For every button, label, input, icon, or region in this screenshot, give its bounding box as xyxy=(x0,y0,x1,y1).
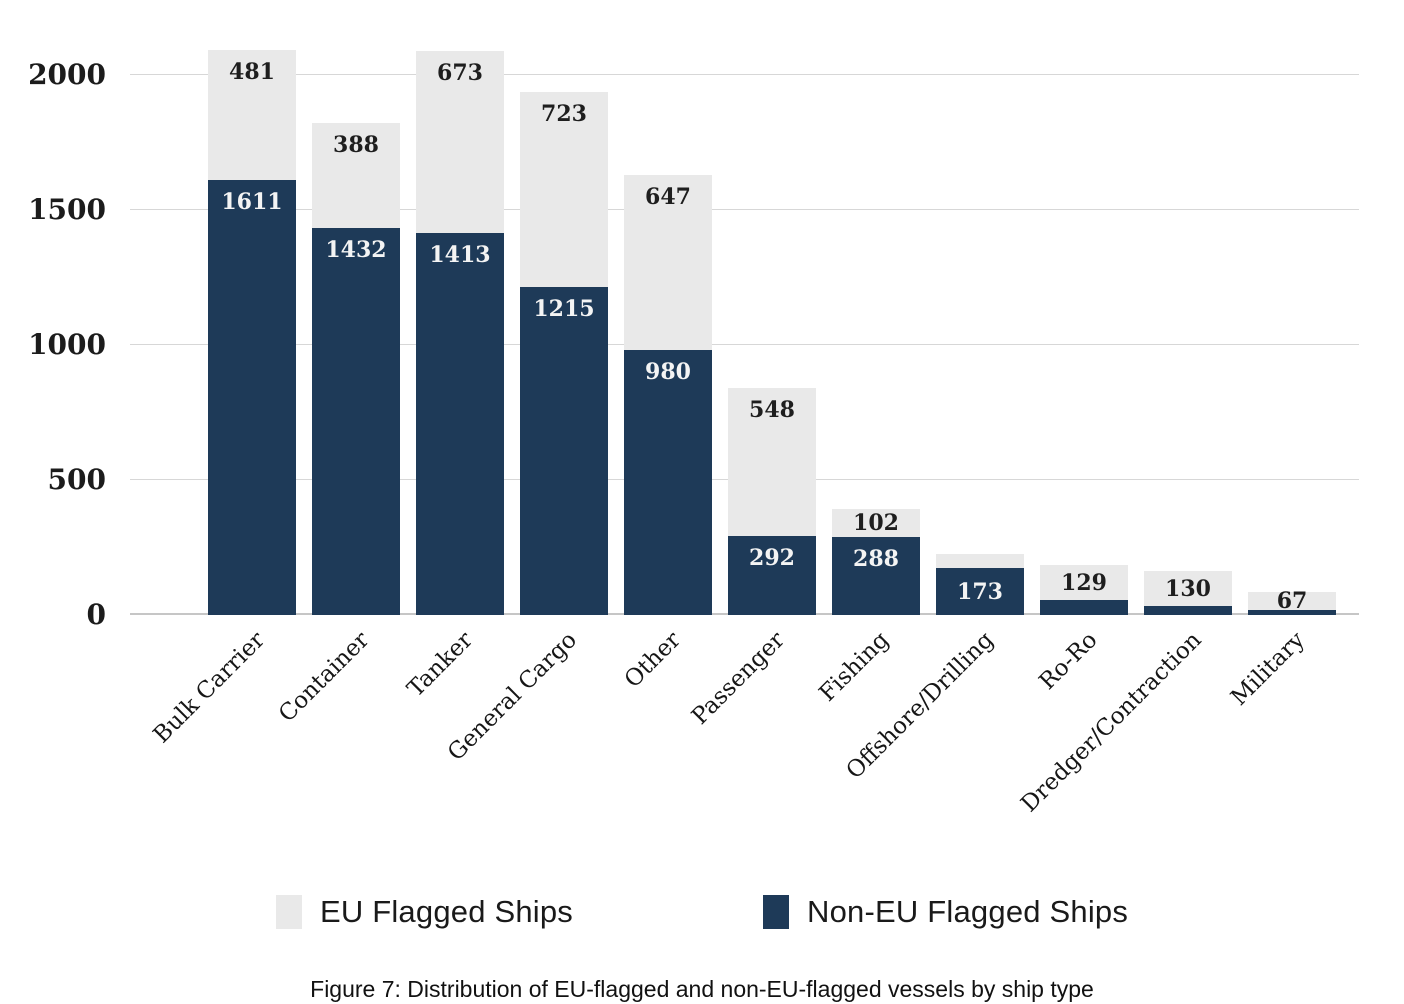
bar-segment-eu: 481 xyxy=(208,50,296,180)
x-axis-label-passenger: Passenger xyxy=(687,627,791,730)
legend-item-eu: EU Flagged Ships xyxy=(275,894,573,930)
bar-column-offshore-drilling: 173 xyxy=(936,554,1024,615)
y-tick-label: 0 xyxy=(86,598,106,631)
bar-value-label: 1413 xyxy=(429,242,491,268)
bar-value-label: 1215 xyxy=(533,296,595,322)
bar-segment-eu: 130 xyxy=(1144,571,1232,606)
legend-label-non-eu: Non-EU Flagged Ships xyxy=(807,894,1129,929)
bar-segment-non-eu xyxy=(1144,606,1232,615)
bar-value-label: 673 xyxy=(437,60,483,86)
bar-segment-eu: 673 xyxy=(416,51,504,233)
bar-value-label: 129 xyxy=(1061,569,1107,596)
bar-segment-eu: 129 xyxy=(1040,565,1128,600)
bar-segment-non-eu xyxy=(1040,600,1128,615)
bar-segment-eu: 67 xyxy=(1248,588,1336,614)
bar-value-label: 388 xyxy=(333,132,379,158)
bar-value-label: 1611 xyxy=(221,189,283,215)
bar-value-label: 548 xyxy=(749,397,795,423)
bar-segment-non-eu: 1611 xyxy=(208,180,296,615)
bar-column-tanker: 673 1413 xyxy=(416,51,504,615)
x-axis-label-bulk-carrier: Bulk Carrier xyxy=(149,627,271,749)
bar-segment-non-eu: 1432 xyxy=(312,228,400,615)
x-axis-label-tanker: Tanker xyxy=(402,627,479,703)
bar-value-label: 130 xyxy=(1165,575,1211,602)
bar-segment-non-eu: 980 xyxy=(624,350,712,615)
stacked-bar-chart: 0 500 1000 1500 2000 481 1611 388 1432 673 1413 72… xyxy=(0,40,1404,868)
bar-column-ro-ro: 129 xyxy=(1040,565,1128,615)
bar-segment-non-eu: 173 xyxy=(936,568,1024,615)
bar-column-fishing: 102 288 xyxy=(832,509,920,615)
figure-7: 0 500 1000 1500 2000 481 1611 388 1432 673 1413 72… xyxy=(0,40,1404,1004)
x-axis-label-fishing: Fishing xyxy=(814,627,895,707)
x-axis-label-container: Container xyxy=(273,627,375,728)
bar-segment-eu: 548 xyxy=(728,388,816,536)
bar-column-general-cargo: 723 1215 xyxy=(520,92,608,615)
bar-column-dredger-contraction: 130 xyxy=(1144,571,1232,615)
x-axis-label-ro-ro: Ro-Ro xyxy=(1034,627,1103,695)
gridline xyxy=(130,209,1359,210)
bar-segment-non-eu: 1413 xyxy=(416,233,504,615)
legend-label-eu: EU Flagged Ships xyxy=(319,894,573,929)
bar-segment-eu: 388 xyxy=(312,123,400,228)
bar-segment-non-eu: 292 xyxy=(728,536,816,615)
x-axis-labels: Bulk Carrier Container Tanker General Cargo… xyxy=(130,615,1359,818)
bar-value-label: 1432 xyxy=(325,237,387,263)
bar-segment-non-eu: 1215 xyxy=(520,287,608,615)
bar-segment-eu: 102 xyxy=(832,509,920,537)
bar-value-label: 481 xyxy=(229,59,275,85)
bar-column-passenger: 548 292 xyxy=(728,388,816,615)
bars: 481 1611 388 1432 673 1413 723 1215 647 980 548 292… xyxy=(208,50,1336,615)
figure-caption: Figure 7: Distribution of EU-flagged and… xyxy=(310,976,1094,1002)
bar-value-label: 647 xyxy=(645,184,691,210)
bar-value-label: 288 xyxy=(853,546,899,572)
bar-segment-non-eu xyxy=(1248,610,1336,615)
y-tick-label: 1000 xyxy=(28,328,106,361)
legend-item-non-eu: Non-EU Flagged Ships xyxy=(763,894,1128,930)
bar-segment-non-eu: 288 xyxy=(832,537,920,615)
bar-value-label: 723 xyxy=(541,101,587,127)
bar-column-container: 388 1432 xyxy=(312,123,400,615)
y-tick-label: 1500 xyxy=(28,193,106,226)
bar-value-label: 67 xyxy=(1276,588,1308,614)
bar-value-label: 980 xyxy=(645,359,691,385)
bar-column-military: 67 xyxy=(1248,588,1336,615)
bar-value-label: 102 xyxy=(853,510,899,536)
bar-segment-eu: 647 xyxy=(624,175,712,350)
bar-segment-eu: 723 xyxy=(520,92,608,287)
x-axis-label-other: Other xyxy=(620,627,687,694)
bar-value-label: 173 xyxy=(957,578,1003,605)
y-tick-label: 2000 xyxy=(28,58,106,91)
legend-swatch-non-eu-icon xyxy=(763,895,789,929)
x-axis-label-military: Military xyxy=(1226,627,1311,711)
y-tick-label: 500 xyxy=(47,463,106,496)
bar-segment-eu xyxy=(936,554,1024,568)
legend-swatch-eu-icon xyxy=(275,895,302,929)
bar-value-label: 292 xyxy=(749,545,795,571)
bar-column-other: 647 980 xyxy=(624,175,712,615)
plot-area: 0 500 1000 1500 2000 481 1611 388 1432 673 1413 72… xyxy=(28,40,1359,817)
gridline xyxy=(130,74,1359,75)
x-axis-label-dredger-contraction: Dredger/Contraction xyxy=(1016,627,1207,818)
gridline xyxy=(130,344,1359,345)
bar-column-bulk-carrier: 481 1611 xyxy=(208,50,296,615)
legend: EU Flagged Ships Non-EU Flagged Ships xyxy=(0,890,1404,934)
